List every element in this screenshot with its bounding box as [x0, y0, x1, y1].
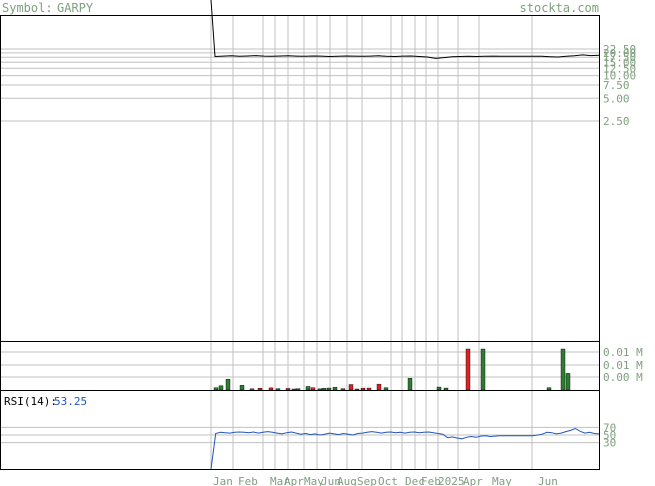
price-tick-label: 22.50	[603, 43, 636, 56]
volume-bar	[317, 388, 323, 391]
volume-bar	[436, 386, 442, 391]
volume-bar	[305, 386, 311, 391]
volume-bar	[480, 348, 486, 391]
month-label: Oct	[378, 475, 398, 486]
symbol-value: GARPY	[57, 1, 94, 15]
volume-bar	[275, 388, 281, 391]
month-label: Jan	[213, 475, 233, 486]
volume-grid	[0, 342, 599, 390]
volume-bar	[376, 383, 382, 391]
month-label: Aug	[337, 475, 357, 486]
month-label: Sep	[357, 475, 377, 486]
volume-bar	[340, 388, 346, 391]
volume-bar	[443, 387, 449, 391]
rsi-line	[210, 427, 600, 470]
volume-bar	[257, 388, 263, 391]
volume-tick-label: 0.01 M	[603, 359, 643, 372]
rsi-tick-label: 50	[603, 429, 616, 442]
rsi-label: RSI(14):	[4, 395, 57, 408]
watermark: stockta.com	[520, 1, 599, 15]
rsi-tick-label: 30	[603, 437, 616, 450]
price-tick-label: 5.00	[603, 92, 630, 105]
month-label: 2025	[438, 475, 465, 486]
price-tick-label: 2.50	[603, 115, 630, 128]
rsi-grid	[0, 391, 599, 469]
month-label: Mar	[270, 475, 290, 486]
volume-bar	[268, 387, 274, 391]
volume-bar	[321, 388, 327, 391]
volume-bar	[213, 387, 219, 391]
symbol-label: Symbol:	[2, 1, 53, 15]
price-tick-label: 12.50	[603, 62, 636, 75]
volume-bar	[546, 387, 552, 391]
volume-bar	[310, 387, 316, 391]
volume-tick-label: 0.01 M	[603, 346, 643, 359]
month-label: Dec	[405, 475, 425, 486]
rsi-value: 53.25	[54, 395, 87, 408]
volume-tick-label: 0.00 M	[603, 371, 643, 384]
month-label: May	[304, 475, 324, 486]
volume-bar	[239, 385, 245, 391]
price-tick-label: 20.00	[603, 47, 636, 60]
volume-bar	[560, 348, 566, 391]
month-label: Jun	[321, 475, 341, 486]
volume-bar	[354, 388, 360, 391]
price-grid	[0, 16, 599, 341]
price-line	[210, 0, 600, 59]
volume-bar	[291, 388, 297, 391]
volume-bar	[383, 387, 389, 391]
volume-bar	[295, 388, 301, 391]
month-label: May	[492, 475, 512, 486]
volume-bar	[348, 384, 354, 391]
volume-panel: 0.01 M0.01 M0.00 M	[0, 341, 643, 391]
volume-bar	[326, 387, 332, 391]
volume-axis: 0.01 M0.01 M0.00 M	[603, 346, 643, 384]
rsi-tick-label: 70	[603, 421, 616, 434]
month-label: Feb	[238, 475, 258, 486]
volume-bar	[565, 373, 571, 391]
volume-bar	[225, 379, 231, 391]
volume-bar	[407, 378, 413, 391]
volume-bar	[366, 387, 372, 391]
price-tick-label: 15.00	[603, 56, 636, 69]
volume-bar	[360, 388, 366, 391]
volume-bar	[332, 387, 338, 391]
rsi-frame	[0, 390, 600, 470]
month-label: Apr	[463, 475, 483, 486]
price-tick-label: 7.50	[603, 79, 630, 92]
volume-bar	[249, 388, 255, 391]
price-tick-label: 10.00	[603, 70, 636, 83]
volume-bar	[285, 388, 291, 391]
price-tick-label: 17.50	[603, 51, 636, 64]
month-label: Apr	[284, 475, 304, 486]
volume-bars	[213, 348, 571, 391]
month-label: Jun	[538, 475, 558, 486]
volume-bar	[218, 385, 224, 391]
volume-bar	[465, 348, 471, 391]
month-label: Feb	[421, 475, 441, 486]
